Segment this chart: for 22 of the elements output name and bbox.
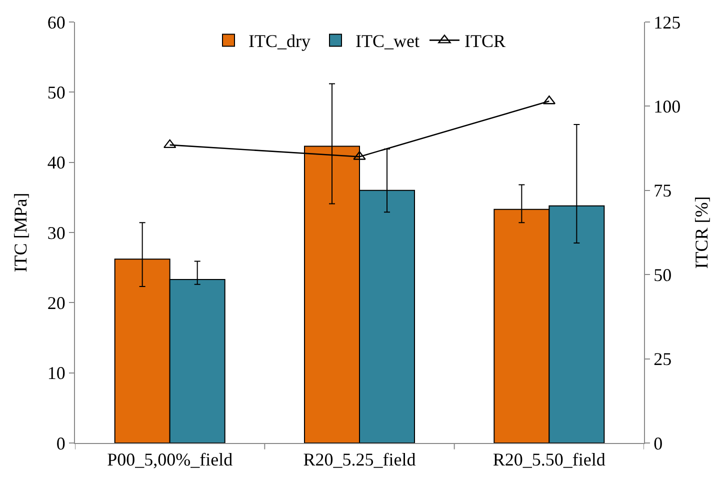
x-tick-label: R20_5.25_field	[303, 450, 416, 470]
legend-label: ITCR	[464, 31, 506, 52]
y2-axis-title: ITCR [%]	[692, 196, 712, 269]
y2-tick-label: 75	[654, 180, 672, 201]
y-tick-label: 60	[47, 12, 66, 32]
legend-label: ITC_dry	[248, 31, 310, 52]
y2-tick-label: 50	[654, 264, 672, 285]
y-tick-label: 0	[56, 433, 66, 454]
y2-tick-label: 0	[654, 433, 663, 454]
y-tick-label: 40	[47, 152, 66, 173]
y-axis-title: ITC [MPa]	[10, 192, 31, 272]
x-tick-label: R20_5.50_field	[492, 450, 606, 470]
y2-tick-label: 25	[654, 349, 672, 370]
y-tick-label: 20	[47, 292, 66, 313]
y2-tick-label: 100	[654, 96, 681, 116]
x-tick-label: P00_5,00%_field	[107, 450, 233, 470]
y2-tick-label: 125	[654, 12, 681, 32]
y-tick-label: 50	[47, 82, 66, 102]
y-tick-label: 30	[47, 222, 66, 243]
point	[163, 139, 176, 148]
legend-label: ITC_wet	[356, 31, 420, 52]
y-tick-label: 10	[47, 363, 66, 384]
